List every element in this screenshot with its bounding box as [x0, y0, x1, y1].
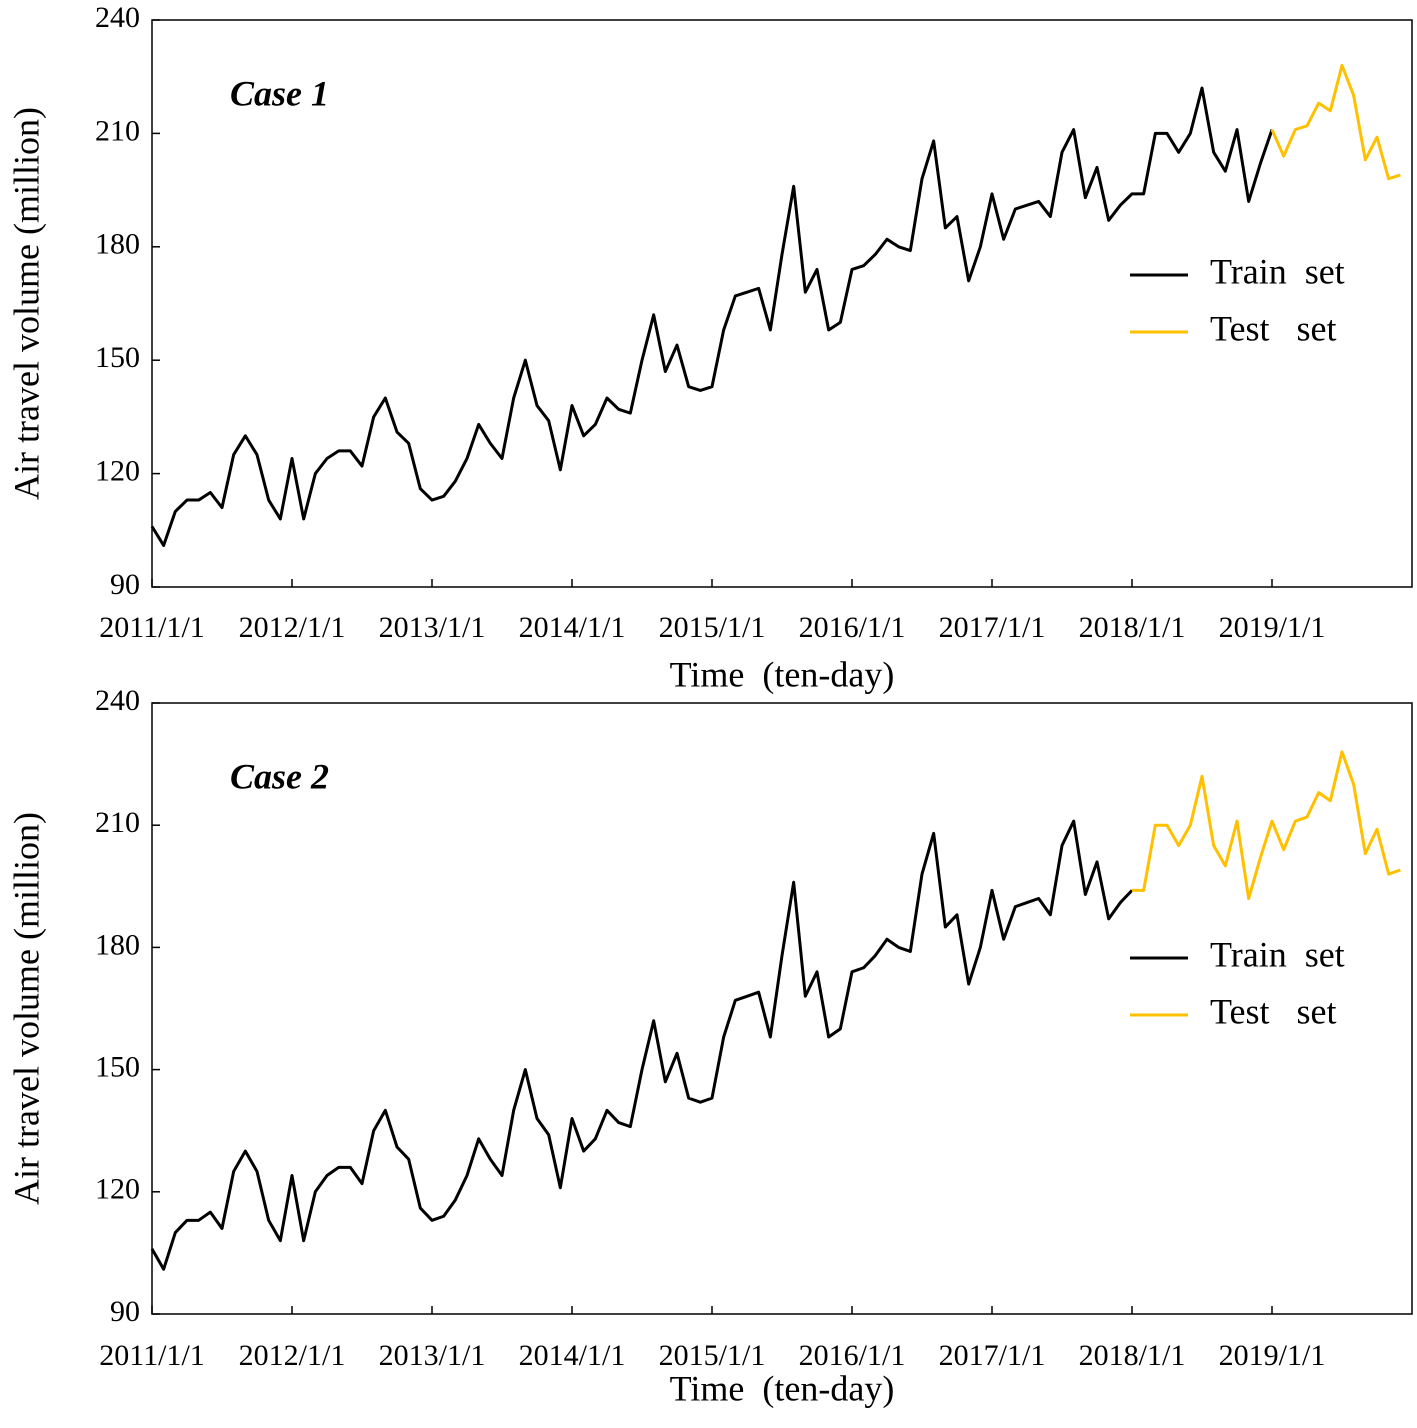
x-tick-label: 2019/1/1: [1219, 611, 1326, 644]
y-tick-label: 240: [95, 684, 140, 717]
x-tick-label: 2011/1/1: [99, 611, 205, 644]
y-tick-label: 240: [95, 1, 140, 34]
y-tick-label: 150: [95, 341, 140, 374]
legend-label: Train set: [1210, 934, 1345, 974]
y-axis-label: Air travel volume (million): [6, 812, 46, 1205]
legend-label: Test set: [1210, 308, 1336, 348]
y-tick-label: 120: [95, 1173, 140, 1206]
x-tick-label: 2018/1/1: [1079, 611, 1186, 644]
y-tick-label: 180: [95, 928, 140, 961]
x-tick-label: 2018/1/1: [1079, 1339, 1186, 1372]
legend-label: Test set: [1210, 991, 1336, 1031]
x-tick-label: 2016/1/1: [799, 1339, 906, 1372]
x-tick-label: 2019/1/1: [1219, 1339, 1326, 1372]
x-tick-label: 2014/1/1: [519, 1339, 626, 1372]
x-axis-label: Time (ten-day): [670, 1368, 895, 1408]
y-tick-label: 210: [95, 806, 140, 839]
x-tick-label: 2015/1/1: [659, 1339, 766, 1372]
plot-frame: [151, 19, 1413, 588]
y-tick-label: 90: [110, 568, 140, 601]
y-axis-label: Air travel volume (million): [6, 107, 46, 500]
series-line: [1132, 750, 1401, 901]
x-tick-label: 2015/1/1: [659, 611, 766, 644]
y-tick-label: 90: [110, 1295, 140, 1328]
annotation: Case 2: [230, 756, 329, 796]
y-tick-label: 210: [95, 114, 140, 147]
series-line: [1270, 63, 1401, 181]
x-tick-label: 2017/1/1: [939, 1339, 1046, 1372]
x-tick-label: 2016/1/1: [799, 611, 906, 644]
x-tick-label: 2012/1/1: [239, 611, 346, 644]
y-tick-label: 150: [95, 1050, 140, 1083]
legend-label: Train set: [1210, 251, 1345, 291]
x-tick-label: 2013/1/1: [379, 611, 486, 644]
x-tick-label: 2014/1/1: [519, 611, 626, 644]
plot-frame: [151, 702, 1413, 1315]
x-tick-label: 2012/1/1: [239, 1339, 346, 1372]
x-tick-label: 2013/1/1: [379, 1339, 486, 1372]
annotation: Case 1: [230, 73, 329, 113]
y-tick-label: 180: [95, 228, 140, 261]
y-tick-label: 120: [95, 454, 140, 487]
x-tick-label: 2011/1/1: [99, 1339, 205, 1372]
x-axis-label: Time (ten-day): [670, 654, 895, 694]
x-tick-label: 2017/1/1: [939, 611, 1046, 644]
series-line: [150, 819, 1134, 1271]
series-line: [150, 86, 1274, 547]
